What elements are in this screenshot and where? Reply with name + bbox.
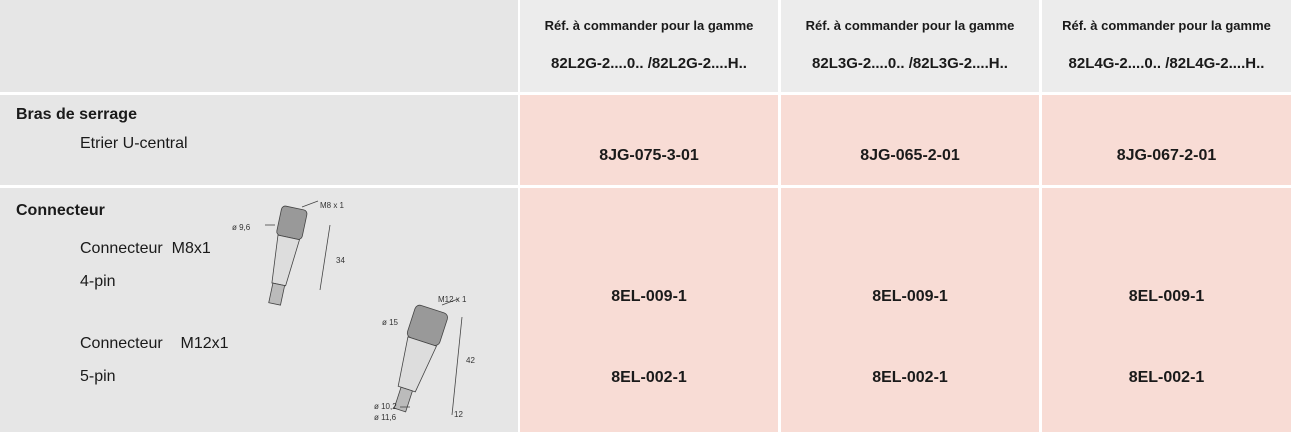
part-number: 8JG-067-2-01 bbox=[1116, 147, 1217, 164]
dimension-label: ø 15 bbox=[382, 318, 399, 327]
m8-drawing bbox=[265, 200, 331, 306]
part-number: 8EL-002-1 bbox=[872, 369, 948, 386]
dimension-label: M12 x 1 bbox=[438, 295, 467, 304]
m12-drawing bbox=[393, 298, 463, 416]
header-blank bbox=[0, 0, 518, 92]
value-cell bbox=[781, 188, 1039, 432]
header-line1: Réf. à commander pour la gamme bbox=[1062, 18, 1271, 33]
header-line1: Réf. à commander pour la gamme bbox=[805, 18, 1015, 33]
header-line2: 82L3G-2....0.. /82L3G-2....H.. bbox=[812, 55, 1008, 72]
section-title: Connecteur bbox=[16, 202, 105, 219]
row-label-cell bbox=[0, 95, 518, 185]
header-line1: Réf. à commander pour la gamme bbox=[544, 18, 754, 33]
part-number: 8JG-065-2-01 bbox=[860, 147, 960, 164]
item-label: Connecteur M8x1 bbox=[80, 240, 211, 257]
item-label: Etrier U-central bbox=[80, 135, 188, 152]
item-label: Connecteur M12x1 bbox=[80, 335, 229, 352]
part-number: 8EL-002-1 bbox=[611, 369, 687, 386]
value-cell bbox=[1042, 95, 1291, 185]
part-number: 8EL-009-1 bbox=[872, 288, 948, 305]
dimension-label: 12 bbox=[454, 410, 463, 419]
item-sublabel: 5-pin bbox=[80, 368, 116, 385]
part-number: 8JG-075-3-01 bbox=[599, 147, 699, 164]
value-cell bbox=[520, 188, 778, 432]
header-line2: 82L2G-2....0.. /82L2G-2....H.. bbox=[551, 55, 747, 72]
header-cell bbox=[781, 0, 1039, 92]
connector-drawings: M8 x 1 ø 9,6 34 M12 x 1 ø 15 42 ø 10,2 ø… bbox=[232, 200, 475, 422]
dimension-label: ø 11,6 bbox=[374, 413, 397, 422]
section-title: Bras de serrage bbox=[16, 106, 137, 123]
dimension-label: ø 9,6 bbox=[232, 223, 251, 232]
dimension-label: 34 bbox=[336, 256, 345, 265]
dimension-label: 42 bbox=[466, 356, 475, 365]
part-number: 8EL-009-1 bbox=[1128, 288, 1205, 305]
item-sublabel: 4-pin bbox=[80, 273, 116, 290]
value-cell bbox=[781, 95, 1039, 185]
value-cell bbox=[1042, 188, 1291, 432]
header-cell bbox=[1042, 0, 1291, 92]
value-cell bbox=[520, 95, 778, 185]
header-line2: 82L4G-2....0.. /82L4G-2....H.. bbox=[1068, 55, 1265, 72]
part-number: 8EL-002-1 bbox=[1128, 369, 1205, 386]
dimension-label: M8 x 1 bbox=[320, 201, 345, 210]
header-cell bbox=[520, 0, 778, 92]
dimension-label: ø 10,2 bbox=[374, 402, 397, 411]
part-number: 8EL-009-1 bbox=[611, 288, 687, 305]
